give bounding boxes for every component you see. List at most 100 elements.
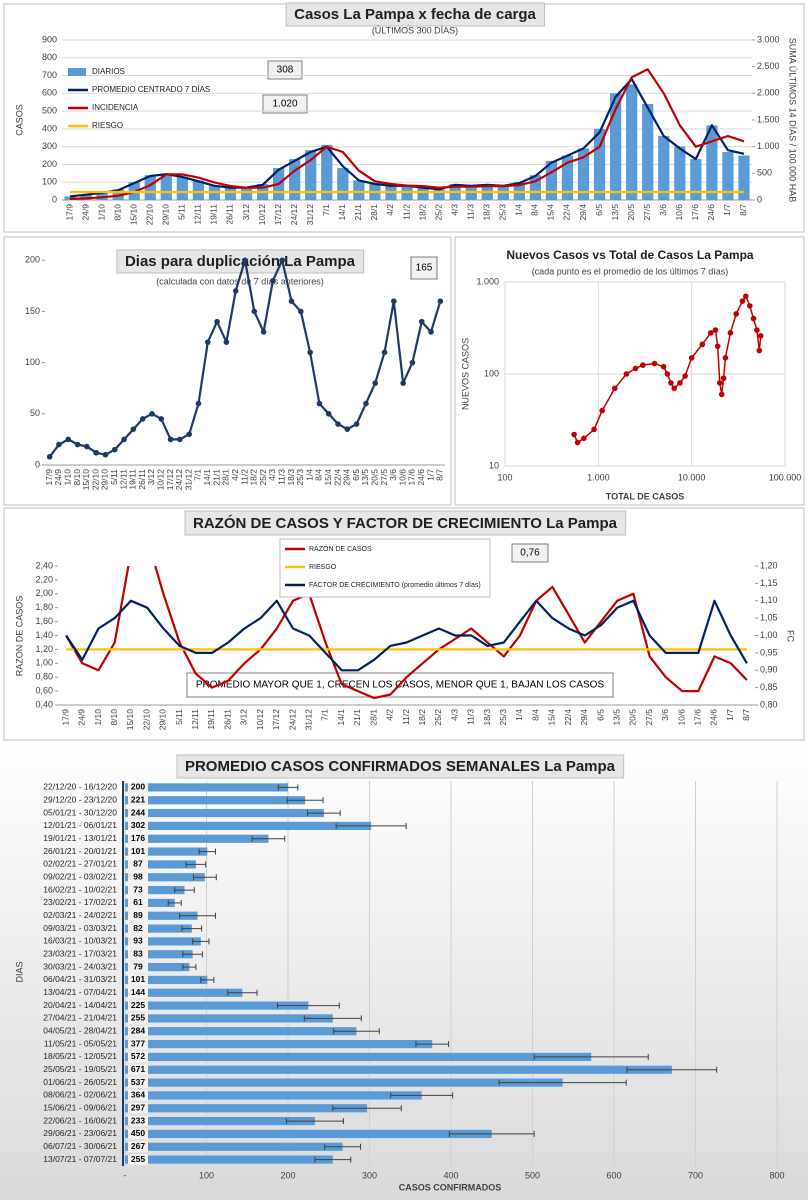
value-label-box bbox=[128, 846, 148, 857]
x-tick-label: 11/3 bbox=[466, 709, 476, 725]
y2-axis-title: SUMA ÚLTIMOS 14 DÍAS / 100.000 HAB bbox=[788, 38, 798, 202]
bar bbox=[125, 1155, 333, 1164]
x-tick-label: 15/10 bbox=[125, 709, 135, 731]
x-tick-label: 24/6 bbox=[709, 709, 719, 726]
x-tick-label: 19/11 bbox=[206, 709, 216, 730]
y-tick-label: 600 bbox=[42, 88, 57, 98]
point bbox=[754, 327, 760, 333]
bar bbox=[125, 924, 192, 933]
legend-label: PROMEDIO CENTRADO 7 DÍAS bbox=[92, 85, 210, 94]
y2-tick-label: 3.000 bbox=[757, 34, 780, 44]
point bbox=[688, 354, 695, 361]
x-tick-label: 15/4 bbox=[546, 204, 556, 221]
x-tick-label: 19/11 bbox=[128, 469, 138, 490]
value-label: 572 bbox=[131, 1051, 145, 1061]
annotation: 308 bbox=[277, 65, 294, 76]
y-tick-label: 11/05/21 - 05/05/21 bbox=[44, 1038, 117, 1048]
value-label: 176 bbox=[131, 833, 145, 843]
x-tick-label: 25/3 bbox=[498, 709, 508, 726]
bar bbox=[125, 1014, 333, 1023]
x-tick-label: 17/9 bbox=[60, 709, 70, 726]
bar bbox=[417, 187, 429, 200]
x-tick-label: 11/2 bbox=[239, 469, 249, 485]
x-tick-label: 24/6 bbox=[706, 204, 716, 221]
value-label: 61 bbox=[133, 897, 143, 907]
point bbox=[591, 426, 597, 433]
annotation-box bbox=[262, 94, 308, 114]
y-tick-label: 50 bbox=[30, 408, 40, 418]
line bbox=[69, 68, 745, 200]
bar bbox=[289, 159, 301, 200]
y-tick-label: 100 bbox=[484, 368, 499, 378]
x-tick-label: 29/10 bbox=[161, 204, 171, 226]
marker bbox=[223, 339, 230, 345]
point bbox=[571, 431, 577, 438]
y-tick-label: 400 bbox=[42, 123, 57, 133]
annotation: 1.020 bbox=[272, 99, 297, 110]
x-tick-label: 17/12 bbox=[273, 204, 283, 226]
x-axis-title: TOTAL DE CASOS bbox=[606, 491, 685, 501]
value-label-box bbox=[128, 1064, 148, 1076]
y2-tick-label: 0 bbox=[757, 194, 762, 204]
x-tick-label: 22/4 bbox=[563, 709, 573, 726]
x-tick-label: 10/12 bbox=[257, 204, 267, 226]
point bbox=[651, 360, 658, 367]
bar bbox=[337, 168, 349, 200]
bar bbox=[125, 898, 175, 908]
value-label: 79 bbox=[133, 961, 143, 971]
x-tick-label: 10/6 bbox=[674, 204, 684, 221]
y-tick-label: 29/12/20 - 23/12/20 bbox=[43, 795, 117, 805]
chart-title: PROMEDIO CASOS CONFIRMADOS SEMANALES La … bbox=[185, 758, 616, 775]
legend-label: RAZÓN DE CASOS bbox=[309, 544, 372, 553]
x-tick-label: 18/2 bbox=[249, 469, 259, 486]
x-tick-label: 13/5 bbox=[611, 709, 621, 726]
x-tick-label: 8/10 bbox=[72, 469, 82, 486]
bar bbox=[125, 796, 306, 805]
y-axis-title: RAZON DE CASOS bbox=[14, 596, 24, 677]
bar bbox=[224, 187, 237, 200]
x-tick-label: 8/4 bbox=[530, 709, 540, 721]
y-tick-label: 12/01/21 - 06/01/21 bbox=[43, 820, 117, 830]
y-tick-label: 1,40 bbox=[35, 630, 53, 640]
marker bbox=[93, 449, 99, 456]
marker bbox=[56, 441, 62, 448]
value-label-box bbox=[128, 923, 148, 934]
x-tick-label: 800 bbox=[769, 1170, 784, 1180]
y2-tick-label: 1,20 bbox=[760, 560, 778, 570]
marker bbox=[325, 411, 332, 417]
marker bbox=[437, 298, 444, 304]
y2-tick-label: 1,00 bbox=[760, 630, 778, 640]
value-label: 302 bbox=[131, 820, 145, 830]
marker bbox=[270, 277, 276, 284]
x-tick-label: 20/5 bbox=[369, 469, 379, 486]
marker bbox=[232, 288, 239, 294]
y-tick-label: 300 bbox=[42, 141, 57, 151]
value-label: 267 bbox=[131, 1141, 145, 1151]
point bbox=[707, 330, 714, 336]
x-tick-label: 19/11 bbox=[209, 204, 219, 225]
marker bbox=[418, 318, 425, 325]
x-tick-label: 15/4 bbox=[323, 469, 333, 486]
x-tick-label: 100 bbox=[199, 1170, 214, 1180]
value-label: 450 bbox=[131, 1128, 145, 1138]
line bbox=[65, 566, 748, 700]
title-box bbox=[176, 754, 625, 779]
x-tick-label: 17/12 bbox=[165, 469, 175, 491]
x-tick-label: 3/12 bbox=[241, 204, 251, 221]
point bbox=[611, 385, 618, 392]
x-tick-label: 13/5 bbox=[360, 469, 370, 486]
x-tick-label: 29/4 bbox=[579, 709, 589, 726]
x-tick-label: 28/1 bbox=[368, 709, 378, 726]
x-tick-label: 20/5 bbox=[626, 204, 636, 221]
x-tick-label: 22/10 bbox=[90, 469, 100, 491]
x-tick-label: 14/1 bbox=[336, 709, 346, 726]
title-box bbox=[285, 2, 546, 27]
value-label: 377 bbox=[131, 1038, 145, 1048]
bar bbox=[160, 173, 172, 200]
bar bbox=[125, 950, 193, 959]
value-label-box bbox=[128, 782, 148, 793]
point bbox=[722, 354, 729, 361]
y-tick-label: 30/03/21 - 24/03/21 bbox=[43, 961, 117, 971]
bar bbox=[125, 988, 243, 997]
marker bbox=[409, 359, 416, 366]
